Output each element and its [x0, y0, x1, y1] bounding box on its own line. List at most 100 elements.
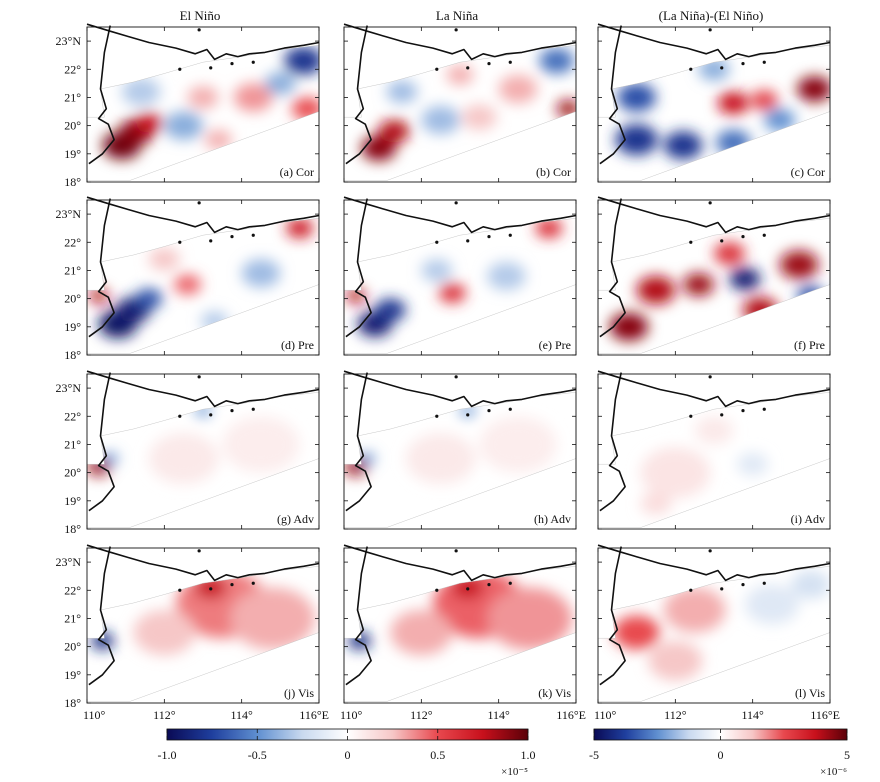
colorbar-tick-label: 0: [345, 748, 351, 762]
panel-label: (b) Cor: [536, 165, 571, 179]
island: [741, 62, 745, 66]
island: [708, 28, 712, 32]
field: [344, 218, 576, 354]
colorbar-tick-label: 1.0: [521, 748, 536, 762]
panel-frame: [86, 199, 320, 356]
y-tick-label: 18°: [64, 348, 81, 362]
y-tick-label: 18°: [64, 175, 81, 189]
field-feature: [779, 250, 819, 279]
coastline-leizhou: [345, 25, 372, 165]
island: [720, 239, 724, 243]
y-tick-label: 18°: [64, 696, 81, 710]
island: [230, 62, 234, 66]
field-feature: [663, 587, 726, 633]
island: [689, 588, 693, 592]
coastline-mainland: [597, 544, 831, 582]
island: [251, 581, 255, 585]
island: [487, 235, 491, 239]
coastline-leizhou: [345, 546, 372, 686]
field-feature: [264, 72, 296, 95]
island: [435, 414, 439, 418]
island: [720, 587, 724, 591]
field-blobs: [88, 218, 314, 339]
field-feature: [487, 587, 573, 650]
island: [689, 240, 693, 244]
coastline-leizhou: [599, 546, 626, 686]
panel-frame: [597, 26, 831, 183]
field: [87, 218, 319, 354]
field-feature: [222, 416, 300, 473]
colorbar-diff-scale: ×10⁻⁶: [820, 766, 847, 778]
y-tick-label: 19°: [64, 494, 81, 508]
island: [251, 407, 255, 411]
island: [454, 549, 458, 553]
panel-c: (c) Cor: [597, 23, 831, 183]
x-tick-label: 112°: [153, 708, 176, 722]
field-feature: [148, 247, 180, 271]
field-feature: [717, 91, 749, 115]
field: [87, 392, 319, 528]
field: [598, 392, 830, 528]
field-feature: [791, 570, 830, 599]
island: [435, 67, 439, 71]
field-feature: [539, 48, 575, 74]
field-feature: [233, 83, 273, 112]
x-tick-label: 116°E: [299, 708, 329, 722]
field-feature: [174, 274, 202, 295]
island: [435, 588, 439, 592]
field-feature: [648, 641, 703, 681]
colorbar-tick-label: -0.5: [248, 748, 267, 762]
y-tick-label: 21°: [64, 437, 81, 451]
field-feature: [438, 283, 466, 303]
island: [741, 583, 745, 587]
panel-frame: [343, 547, 577, 704]
panel-g: (g) Adv: [86, 370, 320, 530]
field: [344, 45, 576, 181]
model-domain: [87, 218, 319, 354]
y-tick-label: 21°: [64, 90, 81, 104]
field-feature: [615, 124, 658, 156]
colorbar-tick-label: -5: [589, 748, 599, 762]
y-tick-label: 20°: [64, 292, 81, 306]
colorbar-tick-label: -1.0: [158, 748, 177, 762]
coastline-mainland: [597, 23, 831, 61]
y-tick-label: 20°: [64, 466, 81, 480]
panel-l: (l) Vis: [597, 544, 831, 704]
panel-j: (j) Vis: [86, 544, 320, 704]
panel-frame: [343, 199, 577, 356]
panel-label: (f) Pre: [794, 338, 825, 352]
field-feature: [714, 242, 745, 265]
panel-h: (h) Adv: [343, 370, 577, 530]
field-blobs: [90, 570, 316, 656]
island: [487, 62, 491, 66]
island: [508, 407, 512, 411]
panel-frame: [597, 547, 831, 704]
panel-label: (k) Vis: [538, 686, 571, 700]
field-feature: [378, 119, 410, 143]
island: [230, 409, 234, 413]
field-feature: [148, 433, 219, 484]
y-tick-label: 21°: [64, 263, 81, 277]
field: [344, 392, 576, 528]
panel-label: (g) Adv: [277, 512, 314, 526]
colorbar-diff-ticks: -5 0 5: [589, 729, 850, 762]
panel-label: (j) Vis: [284, 686, 314, 700]
island: [197, 201, 201, 205]
panel-frame: [597, 199, 831, 356]
island: [689, 414, 693, 418]
column-title-difference: (La Niña)-(El Niño): [659, 8, 764, 23]
field-feature: [286, 218, 314, 239]
field-feature: [797, 76, 830, 102]
field-feature: [446, 65, 474, 85]
y-tick-label: 23°N: [56, 34, 82, 48]
axes-labels: 18° 19° 20° 21° 22° 23°N 18° 19° 20° 21° 22° 23°N 18…: [56, 34, 840, 722]
coastline-mainland: [86, 196, 320, 234]
panel-e: (e) Pre: [343, 196, 577, 356]
x-tick-label: 112°: [664, 708, 687, 722]
coastline-leizhou: [88, 25, 115, 165]
column-title-la-nina: La Niña: [436, 8, 478, 23]
field-feature: [421, 105, 460, 135]
coastline-mainland: [343, 196, 577, 234]
y-tick-label: 20°: [64, 119, 81, 133]
island: [508, 581, 512, 585]
